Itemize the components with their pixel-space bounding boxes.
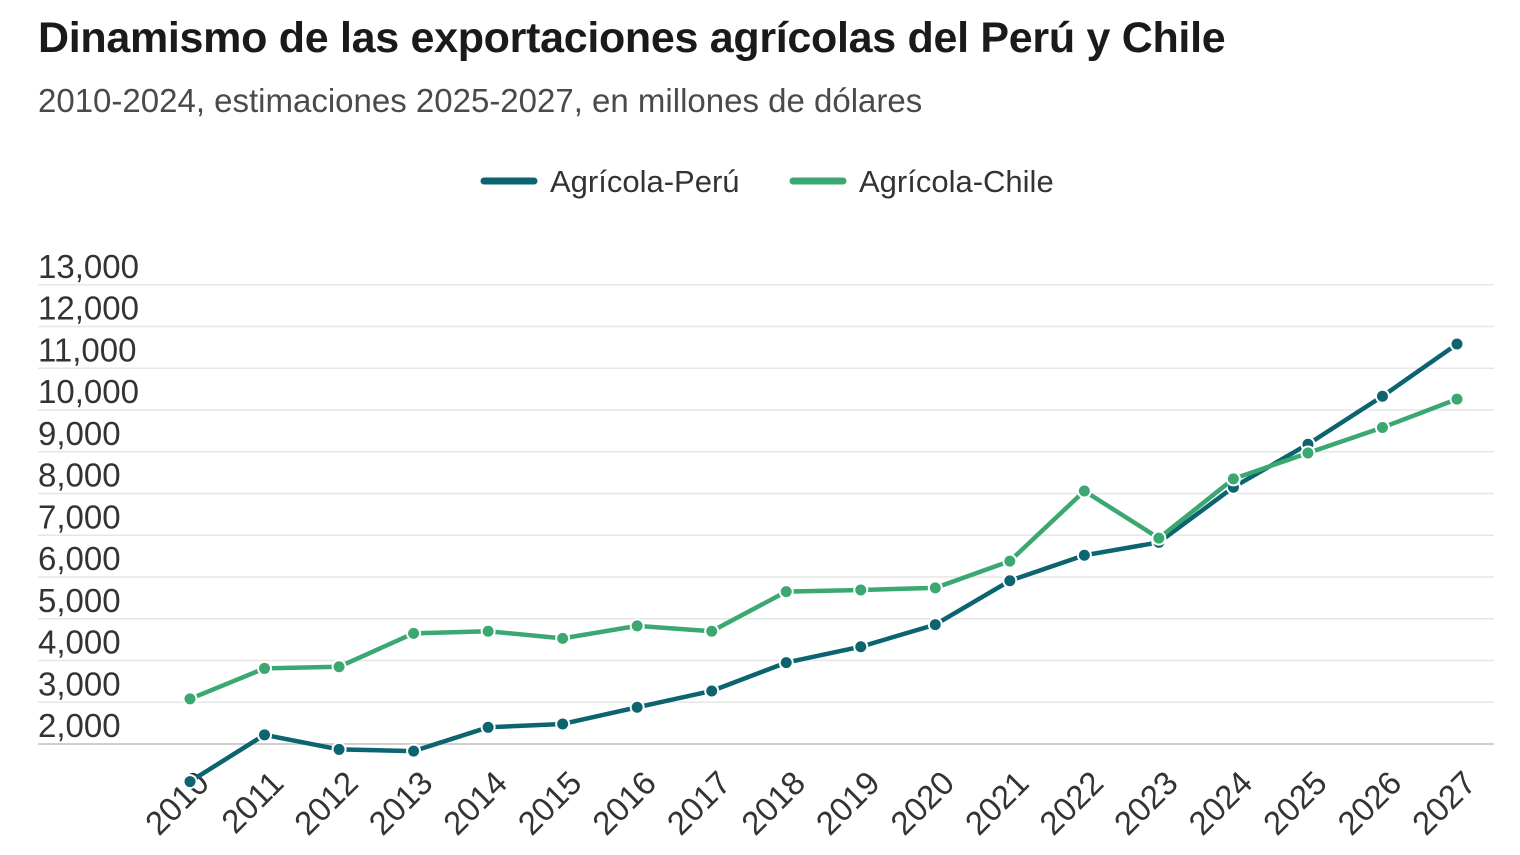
x-tick-label: 2021	[958, 764, 1036, 842]
x-tick-label: 2019	[809, 764, 887, 842]
legend: Agrícola-Perú Agrícola-Chile	[480, 164, 1054, 199]
x-tick-label: 2017	[660, 764, 738, 842]
data-point	[1002, 573, 1018, 589]
data-point	[480, 623, 496, 639]
legend-label: Agrícola-Perú	[550, 164, 740, 199]
x-tick-label: 2025	[1256, 764, 1334, 842]
data-point	[853, 582, 869, 598]
data-point	[257, 727, 273, 743]
data-point	[480, 719, 496, 735]
y-tick-label: 10,000	[38, 373, 139, 410]
y-axis: 2,000 3,000 4,000 5,000 6,000 7,000 8,000 9,000…	[38, 248, 139, 744]
data-point	[629, 699, 645, 715]
data-point	[182, 774, 198, 790]
data-point	[1076, 483, 1092, 499]
x-tick-label: 2016	[585, 764, 663, 842]
data-point	[331, 741, 347, 757]
data-point	[1449, 336, 1465, 352]
data-point	[1076, 547, 1092, 563]
data-point	[704, 683, 720, 699]
data-point	[555, 630, 571, 646]
series-chile	[182, 391, 1465, 707]
x-tick-label: 2027	[1405, 764, 1483, 842]
data-point	[629, 618, 645, 634]
data-point	[927, 617, 943, 633]
y-tick-label: 13,000	[38, 248, 139, 285]
data-point	[927, 580, 943, 596]
data-point	[1225, 471, 1241, 487]
data-point	[1300, 445, 1316, 461]
data-point	[331, 659, 347, 675]
data-point	[1449, 391, 1465, 407]
x-tick-label: 2015	[510, 764, 588, 842]
y-tick-label: 4,000	[38, 624, 121, 661]
data-point	[182, 691, 198, 707]
data-point	[406, 743, 422, 759]
y-tick-label: 8,000	[38, 457, 121, 494]
data-point	[1002, 553, 1018, 569]
x-tick-label: 2014	[436, 764, 514, 842]
series-line	[187, 341, 1460, 784]
x-axis: 2010201120122013201420152016201720182019…	[138, 764, 1483, 842]
x-tick-label: 2024	[1181, 764, 1259, 842]
data-point	[1374, 388, 1390, 404]
series-group	[182, 336, 1465, 790]
y-tick-label: 5,000	[38, 582, 121, 619]
y-tick-label: 6,000	[38, 540, 121, 577]
y-tick-label: 9,000	[38, 415, 121, 452]
chart-title: Dinamismo de las exportaciones agrícolas…	[38, 14, 1226, 62]
legend-label: Agrícola-Chile	[859, 164, 1054, 199]
series-line	[187, 396, 1460, 702]
x-tick-label: 2022	[1032, 764, 1110, 842]
legend-item-chile: Agrícola-Chile	[789, 164, 1054, 199]
data-point	[778, 655, 794, 671]
series-peru	[182, 336, 1465, 790]
x-tick-label: 2023	[1107, 764, 1185, 842]
data-point	[1374, 420, 1390, 436]
data-point	[257, 660, 273, 676]
y-tick-label: 7,000	[38, 498, 121, 535]
x-tick-label: 2012	[287, 764, 365, 842]
legend-item-peru: Agrícola-Perú	[480, 164, 740, 199]
data-point	[853, 639, 869, 655]
x-tick-label: 2013	[361, 764, 439, 842]
y-tick-label: 12,000	[38, 290, 139, 327]
grid-lines	[38, 284, 1494, 745]
data-point	[1151, 530, 1167, 546]
x-tick-label: 2020	[883, 764, 961, 842]
x-tick-label: 2011	[214, 764, 290, 840]
x-tick-label: 2010	[138, 764, 216, 842]
y-tick-label: 2,000	[38, 707, 121, 744]
x-tick-label: 2018	[734, 764, 812, 842]
x-tick-label: 2026	[1330, 764, 1408, 842]
y-tick-label: 3,000	[38, 665, 121, 702]
data-point	[406, 625, 422, 641]
data-point	[555, 716, 571, 732]
y-tick-label: 11,000	[38, 331, 136, 368]
chart-subtitle: 2010-2024, estimaciones 2025-2027, en mi…	[38, 82, 923, 119]
data-point	[778, 584, 794, 600]
data-point	[704, 623, 720, 639]
